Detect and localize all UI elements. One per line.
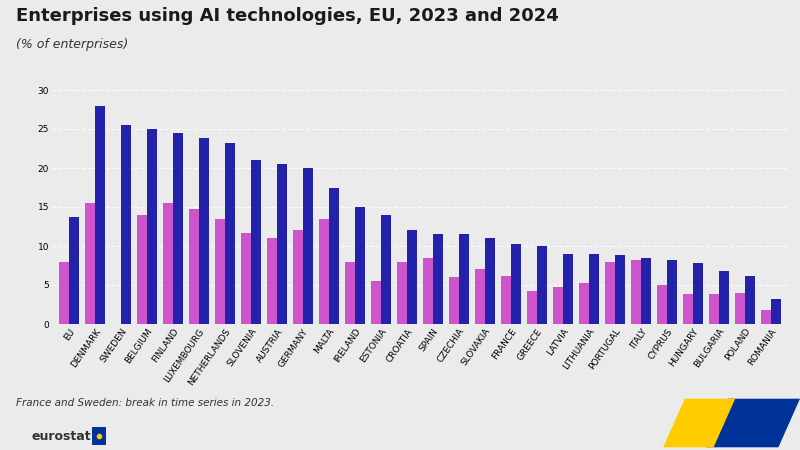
Bar xyxy=(527,291,537,324)
Bar xyxy=(449,277,459,324)
Bar xyxy=(225,143,235,324)
Bar xyxy=(657,285,667,324)
Bar xyxy=(355,207,365,324)
Bar xyxy=(762,310,771,324)
Bar xyxy=(189,209,199,324)
Bar xyxy=(371,281,381,324)
Bar xyxy=(397,261,407,324)
Bar xyxy=(407,230,417,324)
Bar xyxy=(485,238,495,324)
Bar xyxy=(537,246,547,324)
Bar xyxy=(69,217,78,324)
Bar xyxy=(553,288,563,324)
Bar xyxy=(319,219,329,324)
Bar xyxy=(277,164,287,324)
Text: Enterprises using AI technologies, EU, 2023 and 2024: Enterprises using AI technologies, EU, 2… xyxy=(16,7,558,25)
Bar xyxy=(709,294,719,324)
Bar xyxy=(59,261,69,324)
Bar xyxy=(579,284,589,324)
Bar xyxy=(173,133,183,324)
Polygon shape xyxy=(663,399,735,447)
Text: eurostat: eurostat xyxy=(32,430,92,443)
Bar xyxy=(85,203,95,324)
Bar xyxy=(615,255,625,324)
Bar xyxy=(667,260,677,324)
Bar xyxy=(589,254,599,324)
Bar xyxy=(771,299,781,324)
Bar xyxy=(95,106,105,324)
Text: France and Sweden: break in time series in 2023.: France and Sweden: break in time series … xyxy=(16,398,274,408)
Bar xyxy=(329,188,339,324)
Bar xyxy=(293,230,303,324)
Bar xyxy=(251,160,261,324)
Bar xyxy=(683,293,693,324)
Bar xyxy=(163,203,173,324)
Bar xyxy=(641,258,651,324)
Bar xyxy=(241,233,251,324)
Bar xyxy=(563,254,573,324)
Bar xyxy=(745,276,755,324)
Bar xyxy=(137,215,147,324)
Bar xyxy=(381,215,391,324)
Bar xyxy=(459,234,469,324)
Bar xyxy=(475,270,485,324)
Bar xyxy=(121,125,131,324)
Bar xyxy=(719,271,729,324)
Bar xyxy=(345,261,355,324)
Bar xyxy=(423,258,433,324)
Bar xyxy=(303,168,313,324)
Bar xyxy=(693,263,703,324)
Bar xyxy=(267,238,277,324)
Bar xyxy=(433,234,443,324)
Bar xyxy=(631,260,641,324)
Polygon shape xyxy=(706,399,800,447)
Bar xyxy=(605,261,615,324)
Bar xyxy=(511,244,521,324)
Bar xyxy=(199,138,209,324)
Bar xyxy=(735,293,745,324)
Text: (% of enterprises): (% of enterprises) xyxy=(16,38,128,51)
Bar xyxy=(147,129,157,324)
Bar xyxy=(501,276,511,324)
Bar xyxy=(215,219,225,324)
